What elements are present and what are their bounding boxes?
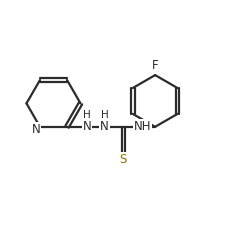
Text: N: N [83, 120, 91, 133]
Text: F: F [152, 59, 158, 72]
Text: H: H [83, 110, 91, 120]
Text: N: N [31, 123, 40, 136]
Text: N: N [100, 120, 109, 133]
Text: NH: NH [133, 120, 151, 133]
Text: H: H [101, 110, 108, 120]
Text: S: S [120, 153, 127, 166]
